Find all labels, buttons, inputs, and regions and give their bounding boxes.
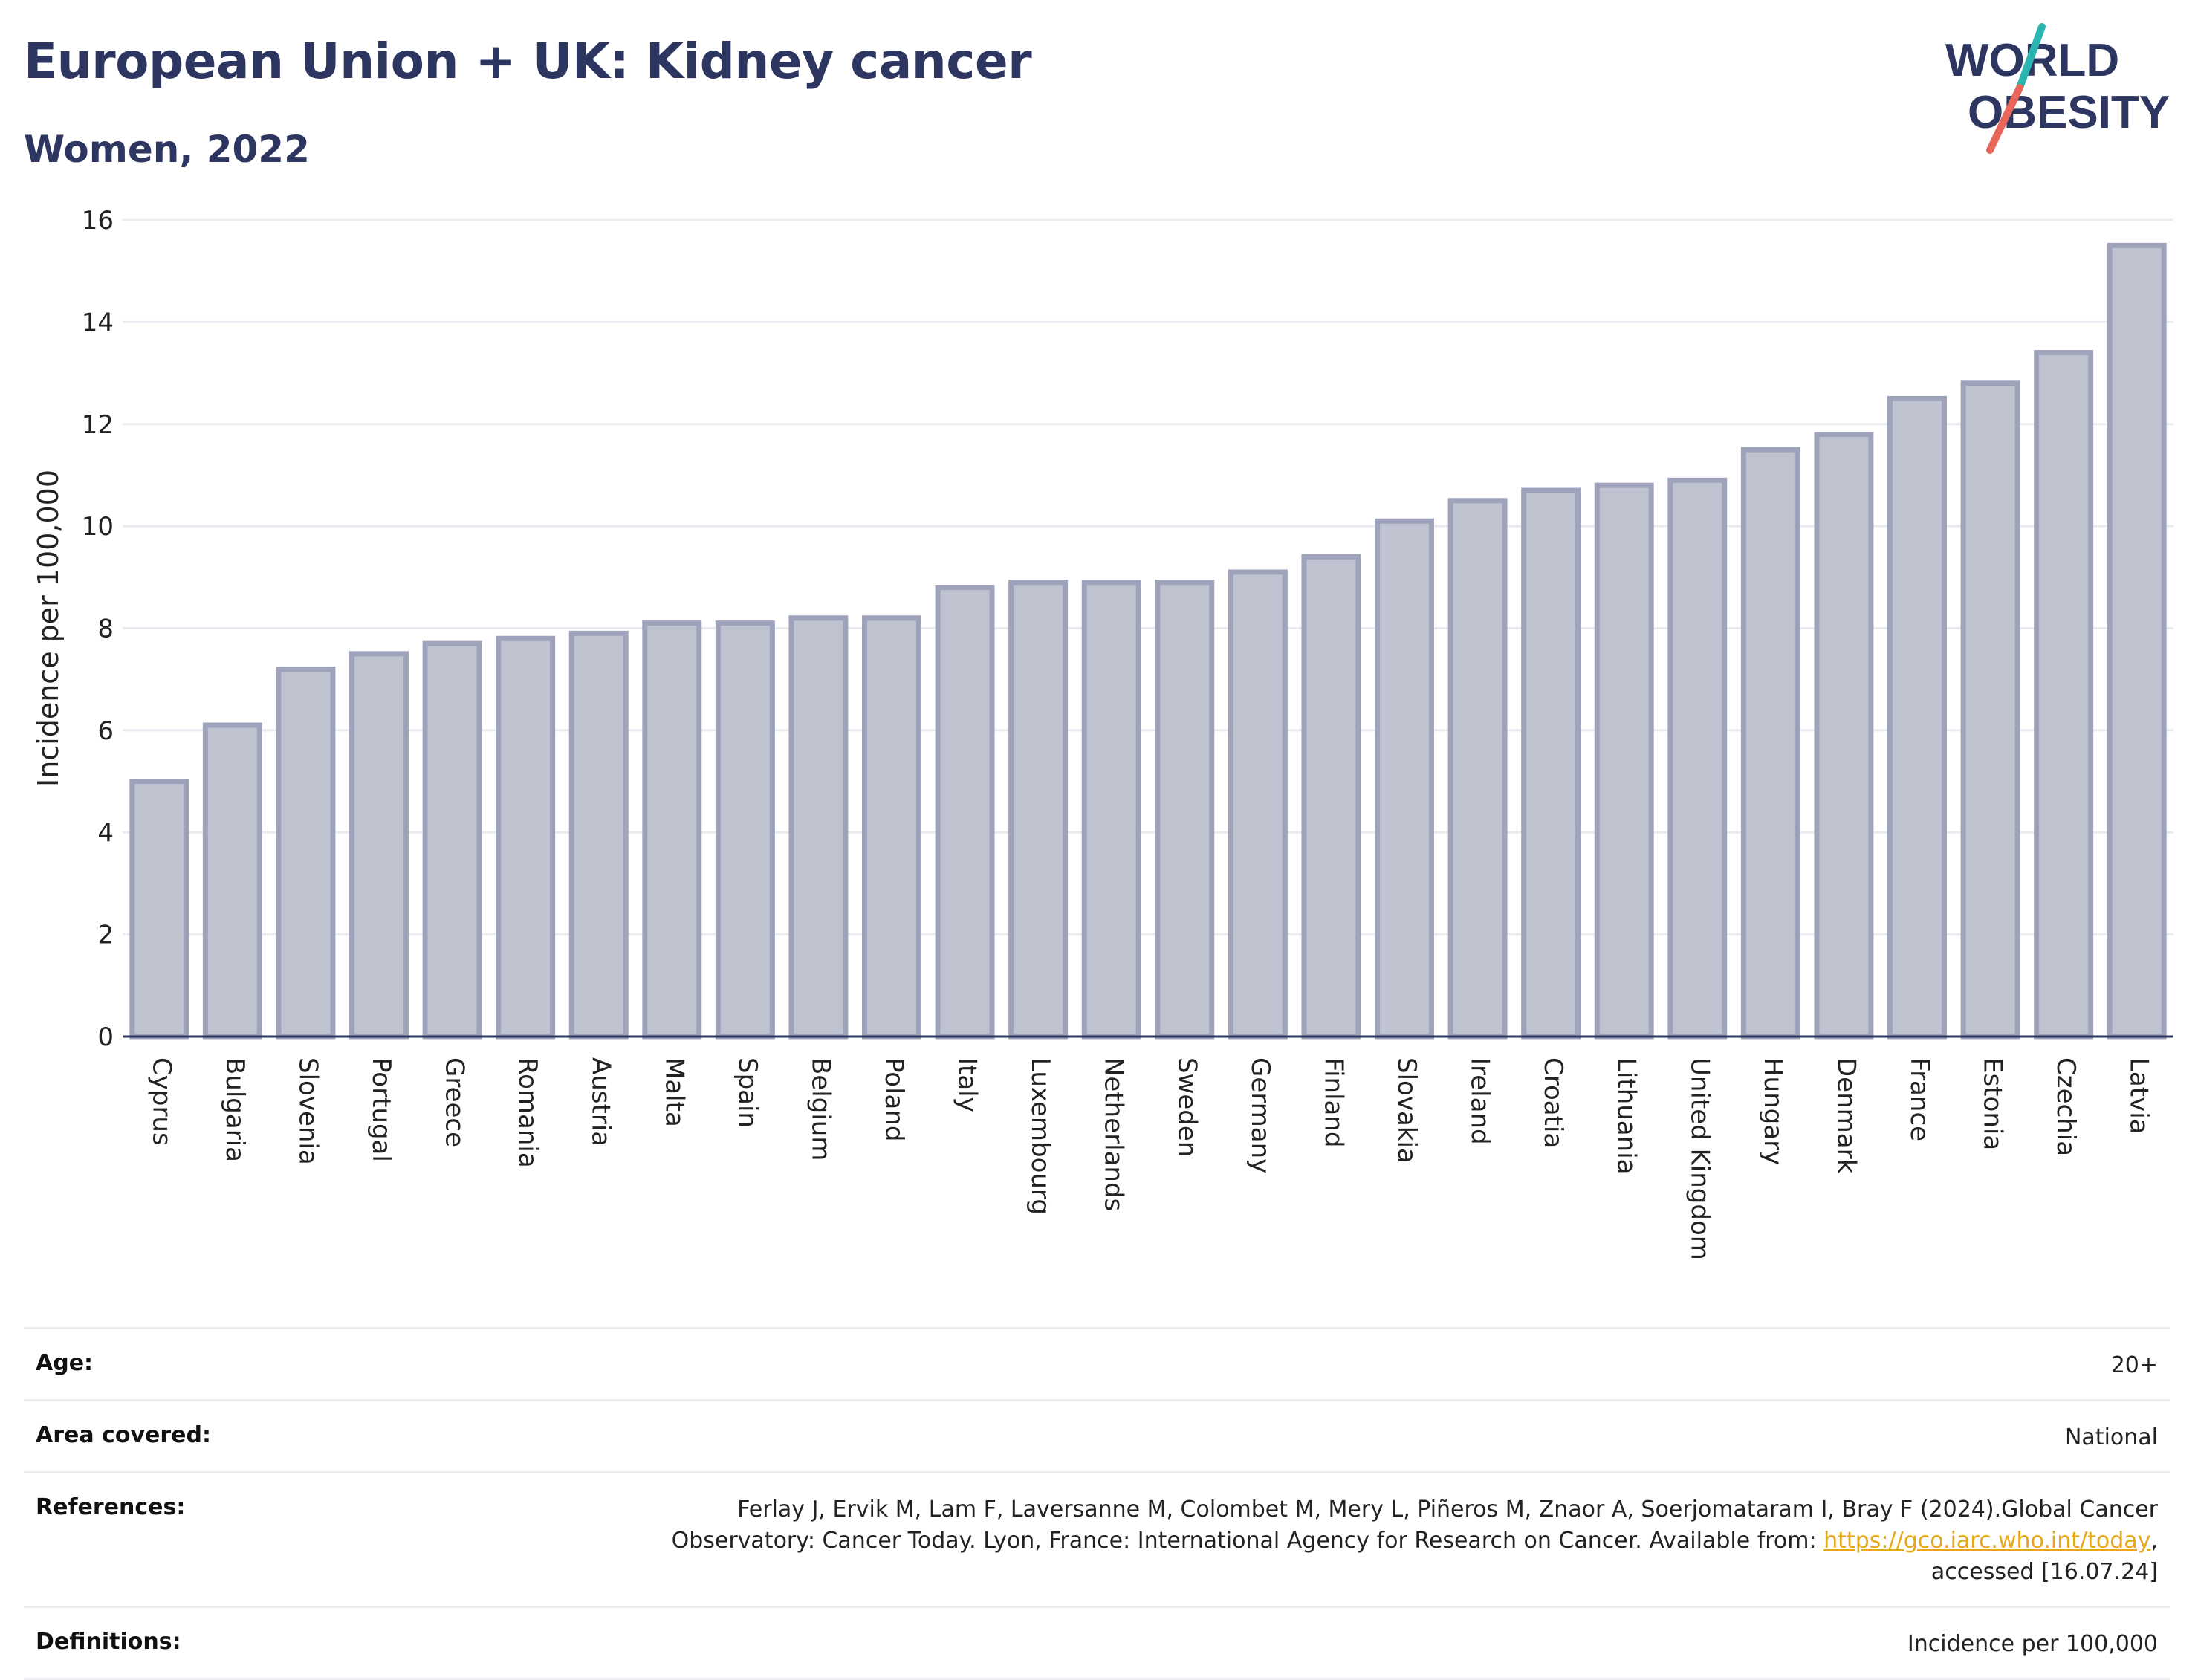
references-value: Ferlay J, Ervik M, Lam F, Laversanne M, …	[672, 1494, 2158, 1588]
chart-title: European Union + UK: Kidney cancer	[24, 33, 1032, 90]
bar-croatia	[1521, 487, 1581, 1040]
x-tick-label: Germany	[1245, 1057, 1275, 1173]
references-line2-pre: Observatory: Cancer Today. Lyon, France:…	[671, 1528, 1824, 1554]
bar-united-kingdom	[1667, 477, 1728, 1040]
x-tick-label: Latvia	[2124, 1057, 2154, 1135]
definitions-value: Incidence per 100,000	[1907, 1631, 2158, 1657]
bar-italy	[935, 585, 995, 1040]
x-tick-label: Portugal	[366, 1057, 396, 1162]
x-tick-label: Lithuania	[1612, 1057, 1641, 1174]
x-tick-label: Luxembourg	[1025, 1057, 1055, 1215]
y-axis-label: Incidence per 100,000	[32, 470, 65, 787]
bar-cyprus	[129, 779, 189, 1040]
bar-slovakia	[1375, 518, 1434, 1040]
bar-greece	[422, 640, 482, 1040]
references-line1: Ferlay J, Ervik M, Lam F, Laversanne M, …	[737, 1496, 2158, 1522]
y-tick-label: 12	[82, 410, 114, 440]
x-tick-label: Poland	[879, 1057, 909, 1142]
x-tick-label: Austria	[586, 1057, 616, 1147]
references-link[interactable]: https://gco.iarc.who.int/today	[1823, 1528, 2151, 1554]
x-tick-label: Denmark	[1831, 1057, 1861, 1174]
area-label: Area covered:	[36, 1422, 211, 1448]
meta-row-definitions: Definitions: Incidence per 100,000	[24, 1606, 2170, 1680]
bar-poland	[862, 615, 921, 1040]
x-tick-label: Ireland	[1465, 1057, 1495, 1145]
x-tick-label: Sweden	[1172, 1057, 1202, 1157]
bar-slovenia	[276, 666, 336, 1040]
y-tick-label: 14	[82, 308, 114, 337]
bar-sweden	[1155, 580, 1215, 1040]
x-tick-label: Cyprus	[146, 1057, 176, 1146]
y-tick-labels: 0 2 4 6 8 10 12 14 16	[82, 206, 114, 1052]
y-tick-label: 2	[97, 921, 114, 950]
bar-czechia	[2034, 350, 2094, 1040]
x-tick-label: Bulgaria	[220, 1057, 250, 1162]
x-tick-label: Belgium	[805, 1057, 835, 1161]
area-value: National	[2064, 1424, 2158, 1450]
x-tick-label: Slovenia	[293, 1057, 322, 1165]
x-tick-label: Italy	[953, 1057, 982, 1112]
y-tick-label: 10	[82, 512, 114, 542]
age-label: Age:	[36, 1350, 94, 1376]
x-tick-label: Czechia	[2051, 1057, 2081, 1156]
x-tick-labels: Cyprus Bulgaria Slovenia Portugal Greece Roma…	[146, 1057, 2153, 1260]
world-obesity-logo: WORLD OBESITY	[1945, 23, 2170, 154]
y-tick-label: 16	[82, 206, 114, 236]
references-line2-post: ,	[2150, 1528, 2158, 1554]
x-tick-label: Hungary	[1758, 1057, 1788, 1165]
x-tick-label: United Kingdom	[1685, 1057, 1714, 1260]
x-tick-label: Estonia	[1978, 1057, 2008, 1150]
y-tick-label: 0	[97, 1022, 114, 1052]
bar-germany	[1228, 569, 1288, 1040]
x-tick-label: Malta	[659, 1057, 689, 1127]
x-tick-label: Greece	[440, 1057, 470, 1147]
bar-lithuania	[1594, 482, 1654, 1040]
meta-row-age: Age: 20+	[24, 1327, 2170, 1399]
bar-luxembourg	[1008, 580, 1069, 1040]
bar-spain	[715, 620, 775, 1040]
bar-malta	[642, 620, 702, 1040]
bar-netherlands	[1081, 580, 1141, 1040]
bar-bulgaria	[202, 722, 262, 1040]
x-tick-label: France	[1904, 1057, 1934, 1141]
x-tick-label: Spain	[733, 1057, 762, 1128]
bar-denmark	[1814, 431, 1874, 1040]
references-line3: accessed [16.07.24]	[1930, 1559, 2158, 1585]
meta-row-references: References: Ferlay J, Ervik M, Lam F, La…	[24, 1471, 2170, 1606]
meta-row-area: Area covered: National	[24, 1399, 2170, 1471]
bar-austria	[568, 630, 629, 1040]
logo-slash-coral	[1986, 84, 2023, 154]
x-tick-label: Romania	[513, 1057, 542, 1168]
bar-latvia	[2107, 242, 2167, 1040]
bar-portugal	[349, 651, 409, 1040]
bar-ireland	[1447, 498, 1508, 1040]
bar-france	[1887, 395, 1947, 1040]
metadata-table: Age: 20+ Area covered: National Referenc…	[24, 1327, 2170, 1680]
bar-chart: 0 2 4 6 8 10 12 14 16 Cyprus Bulgaria Slovenia Port…	[32, 206, 2173, 1260]
y-tick-label: 4	[97, 818, 114, 848]
chart-subtitle: Women, 2022	[24, 128, 310, 171]
bars	[129, 242, 2167, 1040]
logo-slash-teal	[2016, 23, 2046, 91]
references-label: References:	[36, 1494, 186, 1520]
bar-romania	[496, 635, 556, 1040]
x-tick-label: Netherlands	[1099, 1057, 1129, 1211]
x-tick-label: Finland	[1318, 1057, 1348, 1148]
bar-belgium	[788, 615, 849, 1040]
x-tick-label: Slovakia	[1392, 1057, 1421, 1164]
age-value: 20+	[2110, 1352, 2158, 1378]
definitions-label: Definitions:	[36, 1629, 181, 1655]
y-tick-label: 8	[97, 614, 114, 644]
bar-finland	[1301, 554, 1361, 1040]
bar-hungary	[1740, 447, 1800, 1040]
y-tick-label: 6	[97, 716, 114, 746]
x-tick-label: Croatia	[1538, 1057, 1568, 1148]
bar-estonia	[1960, 380, 2020, 1040]
